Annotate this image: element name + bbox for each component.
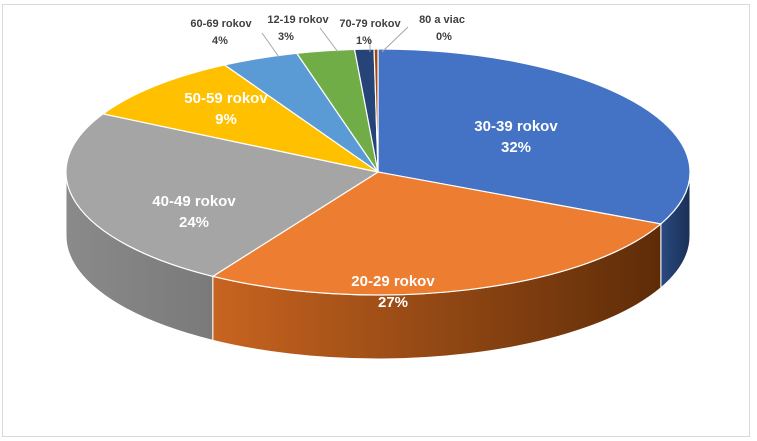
data-label-20-29-rokov: 20-29 rokov <box>351 273 435 290</box>
pie-slice-80-a-viac <box>373 48 379 173</box>
leader-line-80-a-viac <box>381 26 409 53</box>
leader-line-12-19-rokov <box>319 27 339 53</box>
pie-slice-20-29-rokov <box>211 171 663 296</box>
data-percent-70-79-rokov: 1% <box>356 35 372 47</box>
data-percent-12-19-rokov: 3% <box>278 31 294 43</box>
pie-slice-50-59-rokov <box>101 64 379 173</box>
data-percent-80-a-viac: 0% <box>436 31 452 43</box>
data-percent-50-59-rokov: 9% <box>215 111 237 128</box>
data-label-12-19-rokov: 12-19 rokov <box>267 14 329 26</box>
leader-line-60-69-rokov <box>261 32 280 58</box>
data-label-50-59-rokov: 50-59 rokov <box>184 90 268 107</box>
data-label-70-79-rokov: 70-79 rokov <box>339 18 401 30</box>
data-label-40-49-rokov: 40-49 rokov <box>152 193 236 210</box>
data-label-60-69-rokov: 60-69 rokov <box>190 18 252 30</box>
data-label-80-a-viac: 80 a viac <box>419 14 465 26</box>
data-percent-40-49-rokov: 24% <box>179 214 209 231</box>
data-percent-30-39-rokov: 32% <box>501 139 531 156</box>
pie-slice-30-39-rokov <box>377 48 691 225</box>
pie-slice-40-49-rokov <box>65 113 380 277</box>
data-percent-60-69-rokov: 4% <box>212 35 228 47</box>
data-percent-20-29-rokov: 27% <box>378 294 408 311</box>
data-label-30-39-rokov: 30-39 rokov <box>474 118 558 135</box>
